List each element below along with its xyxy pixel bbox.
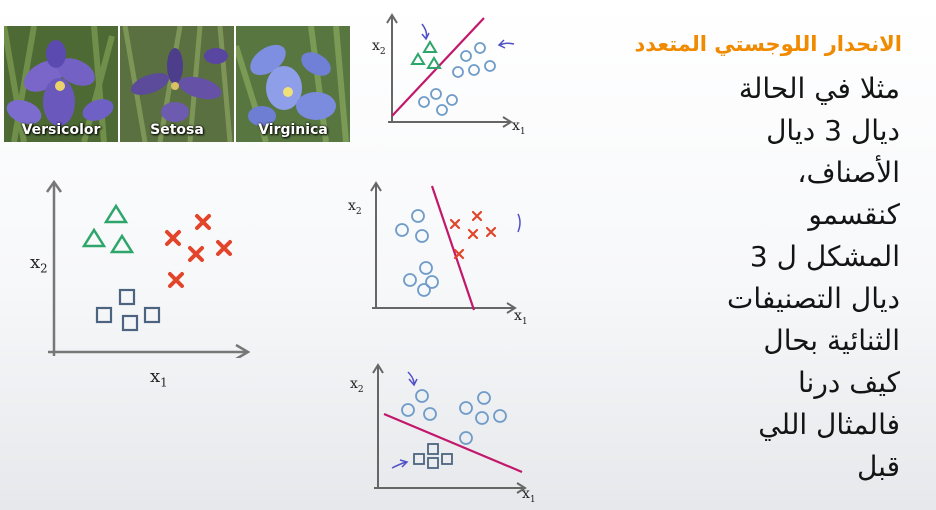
circle-marker [436, 104, 448, 116]
versicolor-label: Versicolor [21, 122, 101, 138]
rest-class [395, 209, 439, 297]
cross-marker [467, 228, 479, 240]
triangle-marker [109, 233, 135, 254]
square-marker [121, 314, 139, 332]
plot3-x-axis-label: x1 [522, 486, 536, 505]
cross-marker [449, 218, 461, 230]
body-line: ديال 3 ديال [766, 114, 900, 147]
virginica-label: Virginica [258, 122, 328, 138]
body-line: الثنائية بحال [763, 324, 900, 357]
square-class [95, 288, 161, 332]
circle-marker [401, 403, 415, 417]
square-marker [441, 453, 453, 465]
triangle-marker [81, 227, 107, 248]
slide-title: الانحدار اللوجستي المتعدد [634, 32, 902, 56]
body-line: قبل [856, 450, 900, 483]
body-line: ديال التصنيفات [726, 282, 900, 315]
triangle-marker [422, 40, 438, 53]
binary-plot-triangles [386, 13, 515, 128]
triangle-marker [426, 56, 442, 69]
cross-marker [216, 240, 232, 256]
circle-marker [493, 409, 507, 423]
circle-marker [475, 411, 489, 425]
cross-class [165, 214, 232, 288]
square-marker [95, 306, 113, 324]
body-line: كيف درنا [798, 366, 900, 399]
cross-marker [471, 210, 483, 222]
circle-marker [446, 94, 458, 106]
virginica-photo: Virginica [236, 26, 350, 142]
circle-marker [477, 391, 491, 405]
cross-class [449, 210, 497, 260]
arrow-annotations [421, 23, 515, 49]
circle-marker [415, 229, 429, 243]
circle-marker [459, 401, 473, 415]
body-line: فالمثال اللي [758, 408, 900, 441]
cross-marker [453, 248, 465, 260]
cross-marker [485, 226, 497, 238]
setosa-label: Setosa [150, 122, 204, 138]
plot2-y-axis-label: x2 [348, 198, 362, 217]
circle-marker [460, 50, 472, 62]
circle-marker [430, 88, 442, 100]
circle-marker [452, 66, 464, 78]
cross-marker [195, 214, 211, 230]
slide-body: مثلا في الحالة ديال 3 ديال الأصناف، كنقس… [727, 68, 900, 488]
square-marker [427, 443, 439, 455]
setosa-photo: Setosa [120, 26, 234, 142]
triangle-class [410, 40, 442, 69]
circle-marker [474, 42, 486, 54]
decision-boundary [430, 185, 476, 311]
square-marker [427, 457, 439, 469]
body-line: كنقسمو [808, 198, 900, 231]
versicolor-photo: Versicolor [4, 26, 118, 142]
circle-marker [403, 273, 417, 287]
circle-marker [417, 283, 431, 297]
circle-marker [459, 431, 473, 445]
plot1-y-axis-label: x2 [372, 38, 386, 57]
plot2-x-axis-label: x1 [514, 308, 528, 327]
square-marker [413, 453, 425, 465]
triangle-marker [103, 203, 129, 224]
circle-marker [468, 64, 480, 76]
body-line: المشكل ل 3 [749, 240, 900, 273]
circle-marker [419, 261, 433, 275]
decision-boundary [383, 412, 523, 474]
circle-marker [395, 223, 409, 237]
main-x-axis-label: x1 [150, 366, 168, 390]
square-marker [118, 288, 136, 306]
circle-marker [411, 209, 425, 223]
binary-plot-squares [372, 363, 527, 494]
triangle-class [81, 203, 135, 254]
body-line: الأصناف، [797, 156, 900, 189]
main-scatter-plot [45, 179, 251, 358]
circle-marker [484, 60, 496, 72]
circle-marker [415, 389, 429, 403]
cross-marker [165, 230, 181, 246]
triangle-marker [410, 52, 426, 65]
arrow-annotations [391, 371, 418, 469]
plot3-y-axis-label: x2 [350, 376, 364, 395]
square-class [413, 443, 453, 469]
circle-marker [423, 407, 437, 421]
plot1-x-axis-label: x1 [512, 118, 526, 137]
rest-class [418, 42, 496, 116]
arrow-annotation [517, 213, 521, 233]
cross-marker [188, 246, 204, 262]
circle-marker [425, 275, 439, 289]
binary-plot-crosses [370, 181, 521, 314]
main-y-axis-label: x2 [30, 252, 48, 276]
circle-marker [418, 96, 430, 108]
square-marker [143, 306, 161, 324]
body-line: مثلا في الحالة [738, 72, 900, 105]
rest-class [401, 389, 507, 445]
cross-marker [168, 272, 184, 288]
